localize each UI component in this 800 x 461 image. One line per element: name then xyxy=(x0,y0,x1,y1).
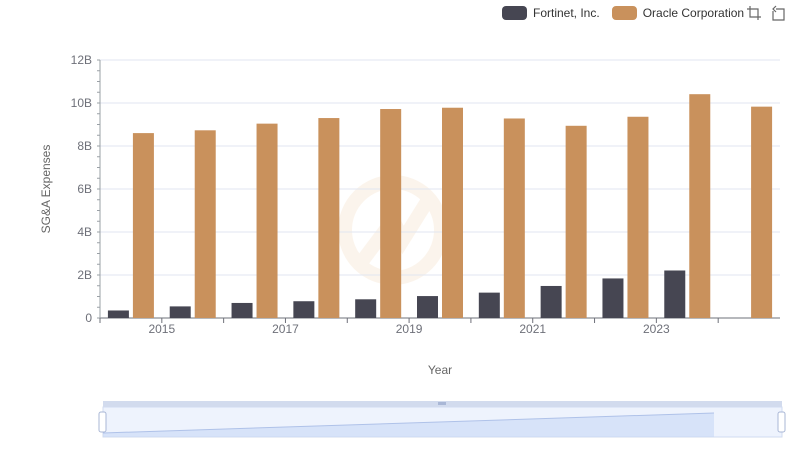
y-tick-label: 6B xyxy=(77,182,92,196)
y-axis: 0 2B 4B 6B 8B 10B 12B xyxy=(71,53,100,325)
bar-fortinet-2023[interactable] xyxy=(664,270,686,318)
bar-fortinet-2018[interactable] xyxy=(355,299,377,318)
bar-oracle-2022[interactable] xyxy=(627,116,649,318)
data-zoom-preview xyxy=(103,413,714,437)
y-tick-label: 4B xyxy=(77,225,92,239)
bar-oracle-2018[interactable] xyxy=(380,109,402,319)
legend-label-fortinet: Fortinet, Inc. xyxy=(533,6,600,20)
x-tick-label: 2019 xyxy=(396,322,423,336)
bar-oracle-2019[interactable] xyxy=(442,107,463,318)
x-tick-label: 2017 xyxy=(272,322,299,336)
bar-fortinet-2015[interactable] xyxy=(169,306,191,318)
bar-oracle-2020[interactable] xyxy=(503,118,525,318)
x-tick-label: 2021 xyxy=(519,322,546,336)
legend-item-fortinet[interactable]: Fortinet, Inc. xyxy=(502,6,600,20)
bar-fortinet-2017[interactable] xyxy=(293,301,315,318)
data-zoom-window[interactable] xyxy=(103,407,782,437)
y-tick-label: 8B xyxy=(77,139,92,153)
y-tick-label: 0 xyxy=(85,311,92,325)
x-axis-label: Year xyxy=(428,363,452,377)
bar-oracle-2017[interactable] xyxy=(318,118,340,318)
y-tick-label: 2B xyxy=(77,268,92,282)
bar-oracle-2023[interactable] xyxy=(689,94,711,318)
bar-fortinet-2022[interactable] xyxy=(602,278,624,318)
bar-fortinet-2019[interactable] xyxy=(417,296,438,318)
bar-oracle-2014[interactable] xyxy=(132,133,154,318)
bar-oracle-2016[interactable] xyxy=(256,123,278,318)
legend: Fortinet, Inc. Oracle Corporation xyxy=(502,4,744,22)
bars xyxy=(107,94,773,319)
legend-swatch-fortinet xyxy=(502,6,527,20)
bar-fortinet-2016[interactable] xyxy=(231,302,253,318)
y-tick-label: 10B xyxy=(71,96,92,110)
legend-label-oracle: Oracle Corporation xyxy=(642,6,745,20)
restore-icon[interactable] xyxy=(769,4,787,22)
data-zoom-handle-right[interactable] xyxy=(777,411,786,433)
data-zoom-grip[interactable] xyxy=(438,402,446,405)
x-tick-label: 2023 xyxy=(643,322,670,336)
x-axis: 2015 2017 2019 2021 2023 xyxy=(99,318,719,336)
y-axis-label: SG&A Expenses xyxy=(39,145,53,234)
bar-fortinet-2020[interactable] xyxy=(478,292,500,318)
bar-fortinet-2021[interactable] xyxy=(540,285,562,318)
x-tick-label: 2015 xyxy=(148,322,175,336)
data-zoom-handle-left[interactable] xyxy=(98,411,107,433)
y-tick-label: 12B xyxy=(71,53,92,67)
bar-oracle-2015[interactable] xyxy=(194,130,216,318)
bar-fortinet-2014[interactable] xyxy=(107,310,129,318)
bar-oracle-2021[interactable] xyxy=(565,125,587,318)
bar-oracle-2024[interactable] xyxy=(751,106,773,318)
zoom-icon[interactable] xyxy=(745,4,763,22)
legend-item-oracle[interactable]: Oracle Corporation xyxy=(611,6,745,20)
legend-swatch-oracle xyxy=(611,6,637,20)
data-zoom-slider[interactable] xyxy=(98,401,786,438)
toolbox xyxy=(745,4,787,22)
